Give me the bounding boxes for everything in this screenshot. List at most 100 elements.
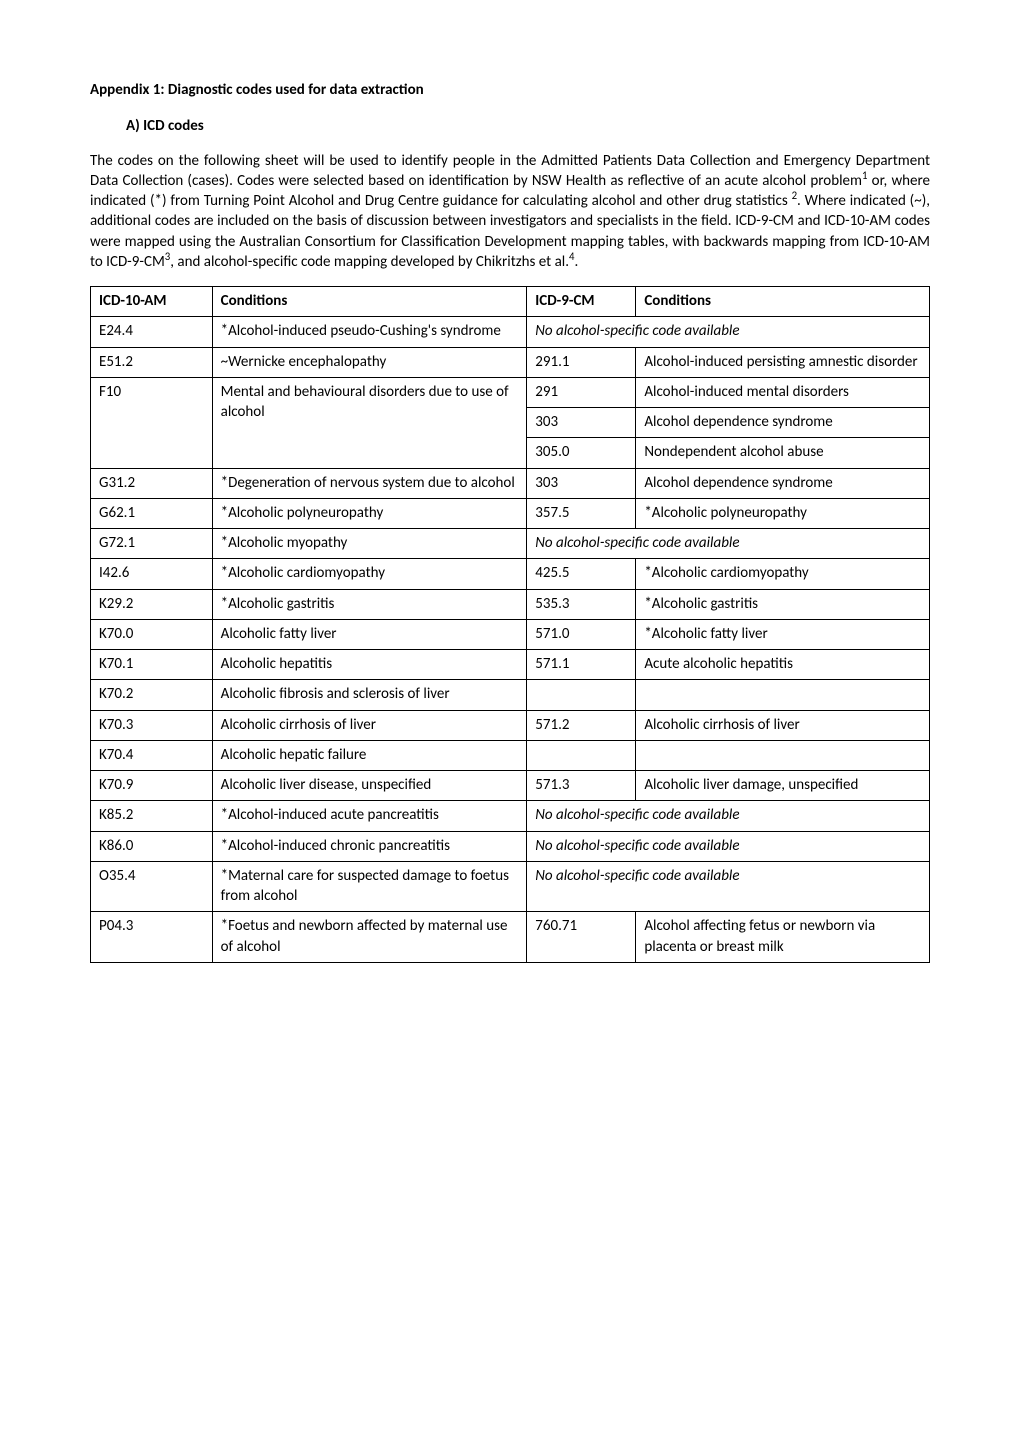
cell-cond9: Acute alcoholic hepatitis — [636, 650, 930, 680]
table-row: K86.0 *Alcohol-induced chronic pancreati… — [91, 831, 930, 861]
cell-cond10: Mental and behavioural disorders due to … — [212, 377, 527, 468]
cell-cond10: *Alcohol-induced acute pancreatitis — [212, 801, 527, 831]
cell-cond9: Alcoholic cirrhosis of liver — [636, 710, 930, 740]
table-row: K70.2 Alcoholic fibrosis and sclerosis o… — [91, 680, 930, 710]
table-row: K85.2 *Alcohol-induced acute pancreatiti… — [91, 801, 930, 831]
cell-icd9: 357.5 — [527, 498, 636, 528]
cell-cond10: *Alcoholic myopathy — [212, 529, 527, 559]
cell-icd10: P04.3 — [91, 912, 213, 963]
cell-icd10: K70.2 — [91, 680, 213, 710]
cell-cond9 — [636, 680, 930, 710]
page-root: Appendix 1: Diagnostic codes used for da… — [0, 0, 1020, 1023]
cell-icd9: 535.3 — [527, 589, 636, 619]
cell-cond10: Alcoholic fibrosis and sclerosis of live… — [212, 680, 527, 710]
cell-cond10: *Degeneration of nervous system due to a… — [212, 468, 527, 498]
cell-cond10: Alcoholic hepatic failure — [212, 740, 527, 770]
table-row: K70.4 Alcoholic hepatic failure — [91, 740, 930, 770]
cell-cond10: *Alcoholic cardiomyopathy — [212, 559, 527, 589]
table-row: G72.1 *Alcoholic myopathy No alcohol-spe… — [91, 529, 930, 559]
cell-icd9: 571.1 — [527, 650, 636, 680]
th-icd9cm: ICD-9-CM — [527, 287, 636, 317]
cell-icd9: 571.3 — [527, 771, 636, 801]
cell-cond10: *Foetus and newborn affected by maternal… — [212, 912, 527, 963]
para-text-5: . — [575, 253, 579, 271]
cell-icd9: 303 — [527, 468, 636, 498]
cell-icd10: G72.1 — [91, 529, 213, 559]
cell-icd10: E24.4 — [91, 317, 213, 347]
cell-icd10: K70.0 — [91, 619, 213, 649]
cell-cond9: *Alcoholic polyneuropathy — [636, 498, 930, 528]
cell-cond10: Alcoholic fatty liver — [212, 619, 527, 649]
th-conditions-1: Conditions — [212, 287, 527, 317]
cell-no-code: No alcohol-specific code available — [527, 831, 930, 861]
cell-cond10: *Maternal care for suspected damage to f… — [212, 861, 527, 912]
cell-icd10: G31.2 — [91, 468, 213, 498]
cell-icd10: E51.2 — [91, 347, 213, 377]
cell-cond9: *Alcoholic fatty liver — [636, 619, 930, 649]
table-row: F10 Mental and behavioural disorders due… — [91, 377, 930, 407]
cell-icd10: I42.6 — [91, 559, 213, 589]
table-row: I42.6 *Alcoholic cardiomyopathy 425.5 *A… — [91, 559, 930, 589]
cell-no-code: No alcohol-specific code available — [527, 317, 930, 347]
cell-cond9: Alcohol dependence syndrome — [636, 408, 930, 438]
cell-cond10: *Alcoholic gastritis — [212, 589, 527, 619]
cell-cond9: *Alcoholic cardiomyopathy — [636, 559, 930, 589]
para-text-4: , and alcohol-specific code mapping deve… — [170, 253, 569, 271]
table-header-row: ICD-10-AM Conditions ICD-9-CM Conditions — [91, 287, 930, 317]
cell-no-code: No alcohol-specific code available — [527, 801, 930, 831]
th-conditions-2: Conditions — [636, 287, 930, 317]
cell-cond9: *Alcoholic gastritis — [636, 589, 930, 619]
cell-cond10: Alcoholic cirrhosis of liver — [212, 710, 527, 740]
intro-paragraph: The codes on the following sheet will be… — [90, 151, 930, 273]
cell-cond9: Alcohol affecting fetus or newborn via p… — [636, 912, 930, 963]
cell-icd10: K85.2 — [91, 801, 213, 831]
cell-cond9: Alcoholic liver damage, unspecified — [636, 771, 930, 801]
cell-cond9: Alcohol dependence syndrome — [636, 468, 930, 498]
cell-icd9 — [527, 740, 636, 770]
table-row: K29.2 *Alcoholic gastritis 535.3 *Alcoho… — [91, 589, 930, 619]
table-row: E51.2 ~Wernicke encephalopathy 291.1 Alc… — [91, 347, 930, 377]
cell-icd10: K29.2 — [91, 589, 213, 619]
cell-icd10: O35.4 — [91, 861, 213, 912]
cell-icd9: 291.1 — [527, 347, 636, 377]
cell-icd9: 571.2 — [527, 710, 636, 740]
icd-codes-table: ICD-10-AM Conditions ICD-9-CM Conditions… — [90, 286, 930, 963]
table-row: E24.4 *Alcohol-induced pseudo-Cushing's … — [91, 317, 930, 347]
cell-cond9: Alcohol-induced persisting amnestic diso… — [636, 347, 930, 377]
table-row: K70.0 Alcoholic fatty liver 571.0 *Alcoh… — [91, 619, 930, 649]
cell-icd10: G62.1 — [91, 498, 213, 528]
cell-cond10: ~Wernicke encephalopathy — [212, 347, 527, 377]
table-row: O35.4 *Maternal care for suspected damag… — [91, 861, 930, 912]
appendix-title: Appendix 1: Diagnostic codes used for da… — [90, 80, 930, 100]
cell-icd10: K86.0 — [91, 831, 213, 861]
table-row: K70.1 Alcoholic hepatitis 571.1 Acute al… — [91, 650, 930, 680]
cell-cond9: Nondependent alcohol abuse — [636, 438, 930, 468]
cell-cond10: *Alcohol-induced pseudo-Cushing's syndro… — [212, 317, 527, 347]
cell-icd10: K70.3 — [91, 710, 213, 740]
para-text-1: The codes on the following sheet will be… — [90, 152, 930, 190]
cell-cond9: Alcohol-induced mental disorders — [636, 377, 930, 407]
cell-icd9: 291 — [527, 377, 636, 407]
cell-no-code: No alcohol-specific code available — [527, 861, 930, 912]
table-row: K70.9 Alcoholic liver disease, unspecifi… — [91, 771, 930, 801]
subhead-a-icd-codes: A) ICD codes — [126, 116, 930, 136]
cell-icd9: 760.71 — [527, 912, 636, 963]
cell-cond10: *Alcoholic polyneuropathy — [212, 498, 527, 528]
cell-icd10: K70.1 — [91, 650, 213, 680]
cell-icd10: F10 — [91, 377, 213, 468]
cell-icd10: K70.9 — [91, 771, 213, 801]
cell-no-code: No alcohol-specific code available — [527, 529, 930, 559]
cell-icd9: 425.5 — [527, 559, 636, 589]
cell-icd9 — [527, 680, 636, 710]
cell-icd9: 305.0 — [527, 438, 636, 468]
cell-cond10: *Alcohol-induced chronic pancreatitis — [212, 831, 527, 861]
cell-icd9: 571.0 — [527, 619, 636, 649]
table-row: G62.1 *Alcoholic polyneuropathy 357.5 *A… — [91, 498, 930, 528]
cell-cond10: Alcoholic hepatitis — [212, 650, 527, 680]
cell-cond10: Alcoholic liver disease, unspecified — [212, 771, 527, 801]
table-row: G31.2 *Degeneration of nervous system du… — [91, 468, 930, 498]
cell-icd10: K70.4 — [91, 740, 213, 770]
th-icd10am: ICD-10-AM — [91, 287, 213, 317]
cell-icd9: 303 — [527, 408, 636, 438]
table-row: P04.3 *Foetus and newborn affected by ma… — [91, 912, 930, 963]
